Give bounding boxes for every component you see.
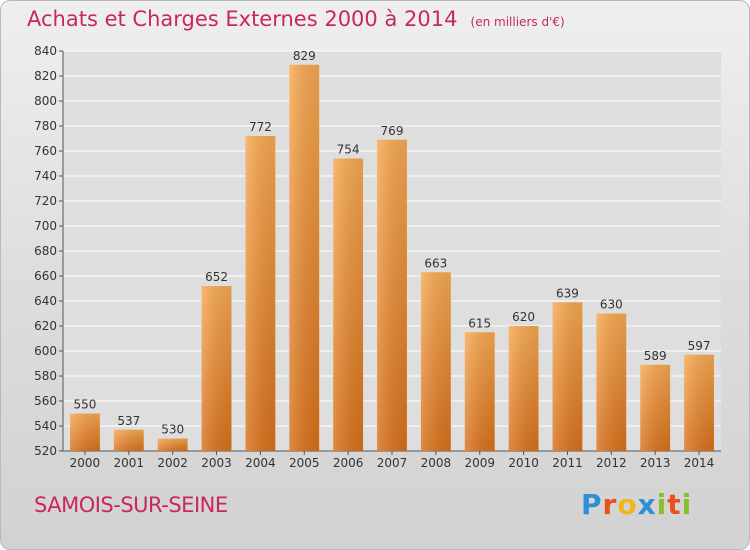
- y-tick-label: 600: [34, 344, 57, 358]
- x-tick-label: 2004: [245, 456, 276, 470]
- x-tick-label: 2007: [377, 456, 408, 470]
- bar-value-label: 620: [512, 310, 535, 324]
- bar-shade: [289, 64, 320, 451]
- bar-shade: [684, 354, 714, 451]
- bar-shade: [640, 364, 671, 451]
- y-tick-label: 620: [34, 319, 57, 333]
- y-tick-label: 640: [34, 294, 57, 308]
- y-tick-label: 760: [34, 144, 57, 158]
- bar-value-label: 754: [337, 143, 360, 157]
- logo-letter: r: [602, 488, 618, 521]
- y-tick-label: 820: [34, 69, 57, 83]
- bar-shade: [596, 313, 627, 451]
- bar-value-label: 550: [73, 398, 96, 412]
- bar-value-label: 597: [688, 339, 711, 353]
- bar-shade: [157, 438, 188, 451]
- bar-value-label: 829: [293, 49, 316, 63]
- logo-letter: P: [581, 488, 603, 521]
- x-tick-label: 2006: [333, 456, 364, 470]
- y-tick-label: 780: [34, 119, 57, 133]
- bar-shade: [464, 332, 495, 451]
- bar-value-label: 530: [161, 423, 184, 437]
- x-tick-label: 2014: [684, 456, 715, 470]
- x-tick-label: 2011: [552, 456, 583, 470]
- x-tick-label: 2003: [201, 456, 232, 470]
- x-tick-label: 2012: [596, 456, 627, 470]
- bar-shade: [420, 272, 451, 451]
- y-tick-label: 740: [34, 169, 57, 183]
- x-tick-label: 2008: [421, 456, 452, 470]
- y-tick-label: 800: [34, 94, 57, 108]
- logo-letter: o: [617, 488, 638, 521]
- bar-shade: [333, 158, 364, 451]
- y-tick-label: 720: [34, 194, 57, 208]
- logo-letter: i: [681, 488, 693, 521]
- bar-value-label: 639: [556, 286, 579, 300]
- bar-value-label: 663: [424, 256, 447, 270]
- bar-shade: [377, 139, 407, 451]
- x-tick-label: 2013: [640, 456, 671, 470]
- x-tick-label: 2010: [508, 456, 539, 470]
- bar-value-label: 615: [468, 316, 491, 330]
- y-tick-label: 700: [34, 219, 57, 233]
- title-row: Achats et Charges Externes 2000 à 2014 (…: [27, 7, 565, 31]
- x-tick-label: 2000: [70, 456, 101, 470]
- x-tick-label: 2002: [157, 456, 188, 470]
- bar-value-label: 652: [205, 270, 228, 284]
- proxiti-logo: Proxiti: [581, 488, 692, 521]
- town-name: SAMOIS-SUR-SEINE: [34, 493, 228, 517]
- x-tick-label: 2001: [114, 456, 145, 470]
- bar-value-label: 589: [644, 349, 667, 363]
- bar-shade: [245, 136, 276, 451]
- bar-value-label: 769: [381, 124, 404, 138]
- y-tick-label: 840: [34, 44, 57, 58]
- bar-value-label: 772: [249, 120, 272, 134]
- logo-letter: i: [656, 488, 668, 521]
- logo-letter: t: [667, 488, 682, 521]
- y-tick-label: 540: [34, 419, 57, 433]
- bar-shade: [201, 286, 232, 451]
- y-tick-label: 660: [34, 269, 57, 283]
- y-tick-label: 680: [34, 244, 57, 258]
- y-tick-label: 560: [34, 394, 57, 408]
- bar-shade: [70, 413, 100, 451]
- chart-unit: (en milliers d'€): [470, 15, 565, 29]
- logo-letter: x: [637, 488, 657, 521]
- bar-shade: [552, 302, 583, 451]
- chart-title: Achats et Charges Externes 2000 à 2014: [27, 7, 458, 31]
- y-tick-label: 580: [34, 369, 57, 383]
- bar-shade: [508, 326, 539, 451]
- bar-value-label: 537: [117, 414, 140, 428]
- bar-value-label: 630: [600, 298, 623, 312]
- y-tick-label: 520: [34, 444, 57, 458]
- x-tick-label: 2009: [464, 456, 495, 470]
- x-tick-label: 2005: [289, 456, 320, 470]
- bar-shade: [113, 429, 144, 451]
